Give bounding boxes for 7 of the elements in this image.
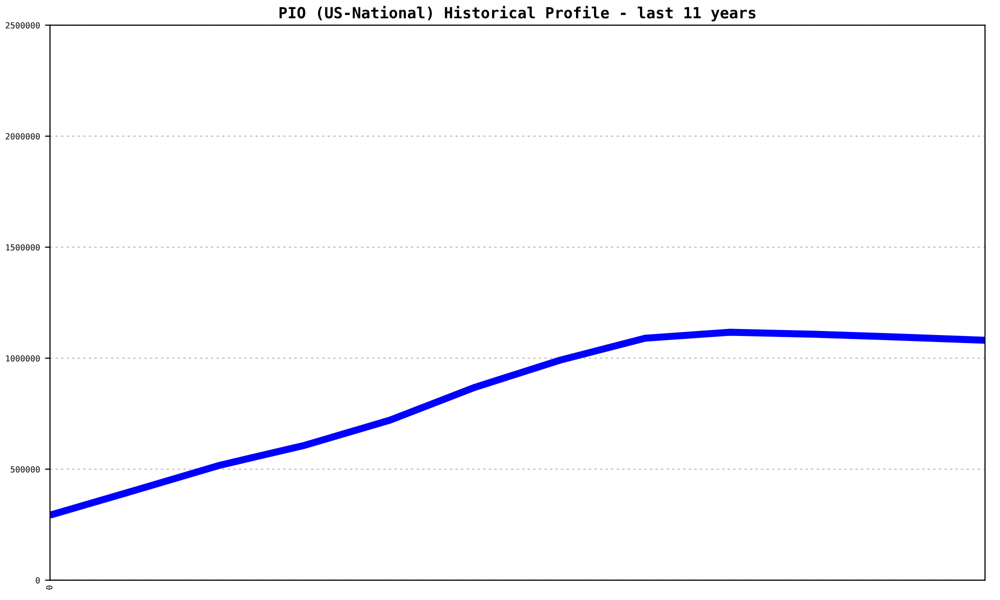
y-tick-label: 2000000 bbox=[6, 133, 40, 140]
chart-title: PIO (US-National) Historical Profile - last 11 years bbox=[280, 6, 756, 22]
y-tick-label: 0 bbox=[36, 577, 40, 584]
y-tick-label: 500000 bbox=[10, 466, 40, 473]
y-tick-label: 1000000 bbox=[6, 355, 40, 362]
y-tick-label: 1500000 bbox=[6, 244, 40, 251]
y-tick-label: 2500000 bbox=[6, 22, 40, 29]
